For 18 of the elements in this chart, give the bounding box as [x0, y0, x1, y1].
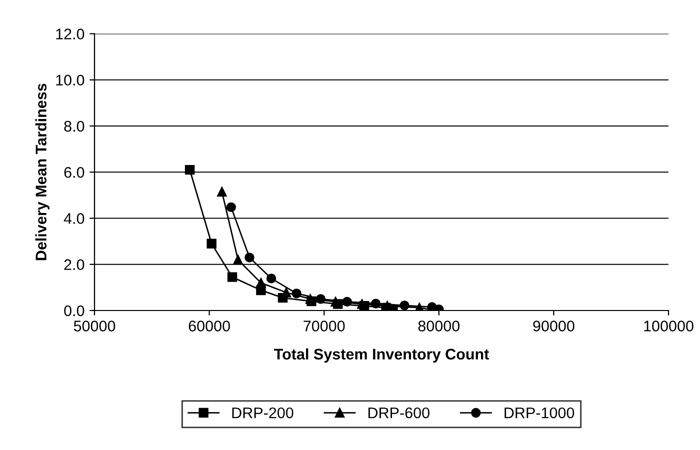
legend-label: DRP-1000 — [504, 407, 574, 418]
x-tick-label: 60000 — [188, 320, 230, 332]
y-axis-title: Delivery Mean Tardiness — [35, 84, 50, 260]
legend-label: DRP-600 — [368, 407, 430, 418]
y-tick-label: 4.0 — [64, 213, 84, 224]
y-tick-label: 12.0 — [56, 28, 84, 40]
x-tick-label: 100000 — [644, 320, 694, 332]
x-tick-label: 50000 — [74, 320, 116, 332]
y-tick-label: 2.0 — [64, 259, 84, 270]
y-tick-label: 6.0 — [64, 166, 84, 178]
x-tick-label: 70000 — [304, 320, 345, 332]
legend-label: DRP-200 — [232, 407, 294, 418]
x-tick-label: 80000 — [418, 320, 460, 332]
y-tick-label: 0.0 — [64, 305, 84, 316]
x-tick-label: 90000 — [533, 320, 574, 332]
x-axis-title: Total System Inventory Count — [274, 348, 489, 363]
y-tick-label: 10.0 — [56, 74, 84, 86]
y-tick-label: 8.0 — [64, 120, 84, 132]
